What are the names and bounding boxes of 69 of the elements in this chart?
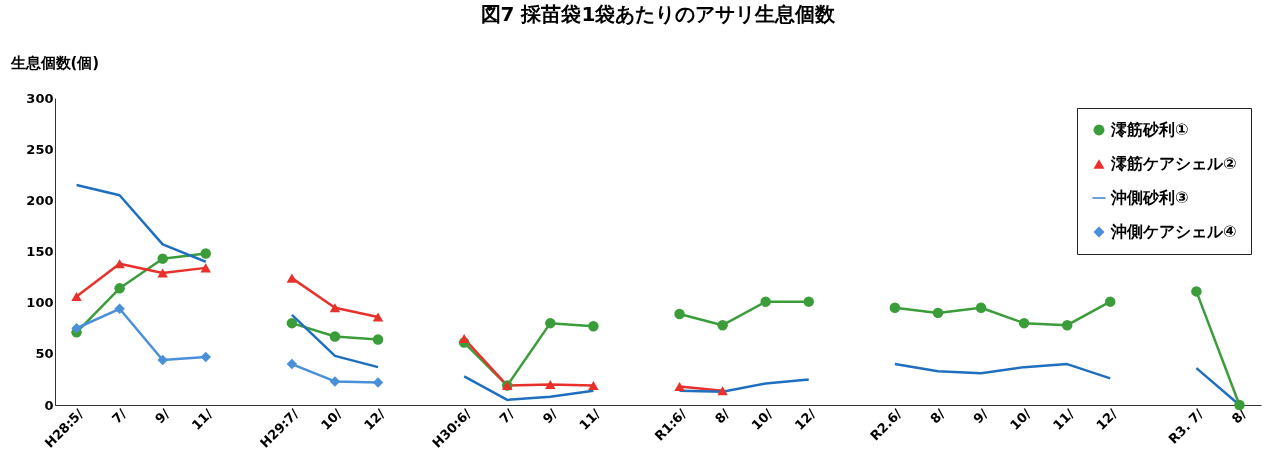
point [329,376,341,387]
x-tick-label: 11/ [188,405,216,433]
x-tick-label: 12/ [791,405,819,433]
point [803,296,814,307]
y-tick-label: 0 [44,397,54,413]
point [114,303,125,315]
point [200,248,211,259]
y-tick-label: 300 [26,90,54,106]
point [1105,296,1116,307]
y-tick-label: 100 [26,295,54,311]
y-axis-title: 生息個数(個) [9,53,100,72]
y-tick-label: 250 [26,141,54,157]
point [200,263,211,273]
x-tick-label: 11/ [576,405,604,433]
x-tick-label: 8/ [711,405,733,427]
point [932,307,944,319]
x-tick-label: 9/ [152,405,173,427]
x-tick-label: R3. 7/ [1165,405,1207,447]
legend-label: 沖側砂利③ [1110,188,1189,207]
x-tick-label: 8/ [1228,405,1250,427]
point [114,259,125,269]
point [286,317,298,329]
point [286,273,298,283]
point [200,351,211,363]
x-tick-label: 7/ [496,405,518,427]
point [1018,317,1030,329]
point [372,312,384,322]
point [458,333,470,344]
point [157,354,168,366]
x-tick-label: 9/ [539,405,561,427]
legend-label: 澪筋砂利① [1110,120,1189,139]
point [588,320,599,332]
x-tick-label: 9/ [970,405,991,427]
y-tick-label: 200 [26,192,54,208]
point [157,268,168,278]
point [71,291,82,302]
point [372,334,384,345]
legend-label: 澪筋ケアシェル② [1110,154,1237,173]
point [286,358,298,370]
point [114,283,125,294]
point [329,331,341,342]
legend-label: 沖側ケアシェル④ [1110,222,1237,241]
x-tick-label: 11/ [1050,405,1078,433]
y-tick-label: 50 [35,346,54,362]
x-tick-label: 12/ [360,405,388,433]
point [717,386,728,396]
x-tick-label: 12/ [1093,405,1121,433]
point [760,296,771,307]
point [545,317,556,329]
point [674,308,685,320]
point [889,302,901,314]
x-tick-label: 7/ [108,405,130,427]
point [1191,286,1202,297]
point [372,377,384,388]
point [975,302,987,314]
point [157,253,168,264]
point [674,382,685,392]
point [545,379,556,390]
point [588,381,599,391]
point [1061,319,1073,331]
x-tick-label: 10/ [317,405,345,433]
point [329,303,341,313]
chart-title: 図7 採苗袋1袋あたりのアサリ生息個数 [480,2,837,26]
y-tick-label: 150 [26,244,54,259]
point [717,319,728,331]
x-tick-label: 10/ [1007,405,1034,433]
point [71,323,82,334]
x-tick-label: 10/ [748,405,776,433]
x-tick-label: 8/ [927,405,948,427]
